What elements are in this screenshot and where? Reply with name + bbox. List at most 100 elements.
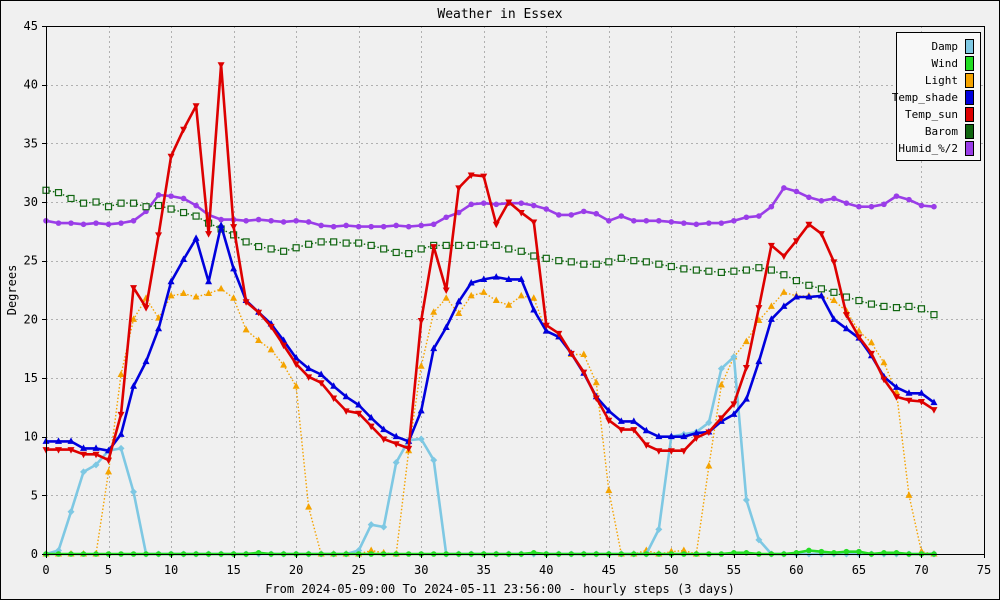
data-point [917, 305, 926, 313]
data-point [418, 222, 425, 229]
data-point [255, 336, 263, 343]
data-point [142, 305, 150, 312]
data-point [843, 548, 850, 555]
x-axis-ticks: 0 5 10 15 20 25 30 35 40 45 50 55 60 65 70 75 [42, 554, 991, 577]
data-point [355, 400, 363, 408]
data-point [680, 448, 688, 455]
data-point [930, 311, 938, 319]
data-point [130, 285, 138, 292]
data-point [480, 240, 488, 248]
data-point [154, 201, 163, 210]
data-point [580, 208, 587, 215]
data-point [92, 451, 100, 459]
data-point [630, 257, 638, 265]
data-point [167, 153, 175, 161]
data-point [642, 258, 650, 266]
data-point [130, 382, 138, 389]
data-point [255, 309, 263, 317]
data-point [818, 198, 825, 204]
data-point [417, 435, 425, 443]
data-point [292, 354, 300, 361]
data-point [742, 364, 750, 372]
y-tick-label: 40 [24, 78, 38, 92]
data-point [255, 216, 262, 223]
y-tick-label: 35 [24, 136, 38, 150]
x-tick-label: 45 [602, 563, 616, 577]
data-point [243, 217, 249, 224]
legend-label: Damp [932, 40, 959, 53]
data-point [830, 288, 838, 296]
data-point [67, 194, 75, 203]
data-point [831, 195, 837, 202]
data-point [655, 525, 663, 533]
data-point [67, 447, 75, 454]
data-point [817, 285, 826, 293]
data-point [330, 382, 338, 389]
data-point [755, 357, 763, 365]
data-point [492, 221, 500, 229]
data-point [617, 427, 625, 434]
data-point [906, 196, 912, 203]
data-point [117, 199, 125, 207]
data-point [567, 350, 575, 358]
data-point [842, 293, 851, 301]
data-point [367, 241, 375, 250]
data-point [417, 318, 425, 325]
data-point [305, 219, 312, 225]
data-point [492, 273, 500, 280]
data-point [118, 220, 124, 226]
data-point [317, 370, 325, 377]
data-point [392, 432, 400, 440]
data-point [717, 365, 725, 373]
legend-item: Damp [932, 39, 974, 54]
data-point [680, 546, 688, 553]
data-point [179, 208, 188, 217]
legend-label: Temp_shade [892, 91, 958, 104]
data-point [742, 266, 750, 274]
data-point [455, 241, 463, 250]
data-point [505, 275, 513, 282]
data-point [730, 353, 738, 361]
data-point [467, 172, 475, 180]
legend-label: Temp_sun [905, 108, 958, 121]
data-point [293, 217, 299, 224]
data-point [104, 203, 113, 211]
data-point [717, 268, 725, 276]
data-point [768, 203, 775, 210]
data-point [267, 245, 275, 253]
legend-swatch [965, 39, 974, 54]
data-point [818, 548, 825, 555]
data-point [530, 219, 538, 226]
data-point [405, 250, 413, 258]
data-point [318, 222, 324, 229]
data-point [705, 462, 713, 469]
data-point [392, 458, 400, 466]
data-point [606, 217, 612, 224]
chart-title: Weather in Essex [437, 7, 562, 22]
legend-swatch [965, 107, 974, 122]
data-point [380, 436, 388, 444]
data-point [342, 392, 350, 400]
data-point [767, 266, 775, 274]
data-point [792, 293, 800, 300]
plot-frame [46, 26, 985, 555]
data-point [793, 188, 800, 195]
data-point [480, 200, 487, 206]
data-point [655, 432, 663, 440]
data-point [129, 199, 138, 207]
legend-swatch [965, 90, 974, 105]
data-point [517, 247, 525, 255]
data-point [830, 259, 838, 266]
data-point [455, 185, 463, 192]
data-point [492, 241, 500, 250]
data-point [555, 257, 563, 265]
data-point [430, 221, 437, 228]
data-point [617, 417, 625, 424]
data-point [105, 467, 113, 475]
data-point [730, 401, 738, 408]
data-point [367, 521, 375, 529]
data-point [242, 325, 250, 333]
data-point [342, 239, 350, 247]
data-point [930, 398, 938, 406]
data-point [617, 254, 625, 262]
